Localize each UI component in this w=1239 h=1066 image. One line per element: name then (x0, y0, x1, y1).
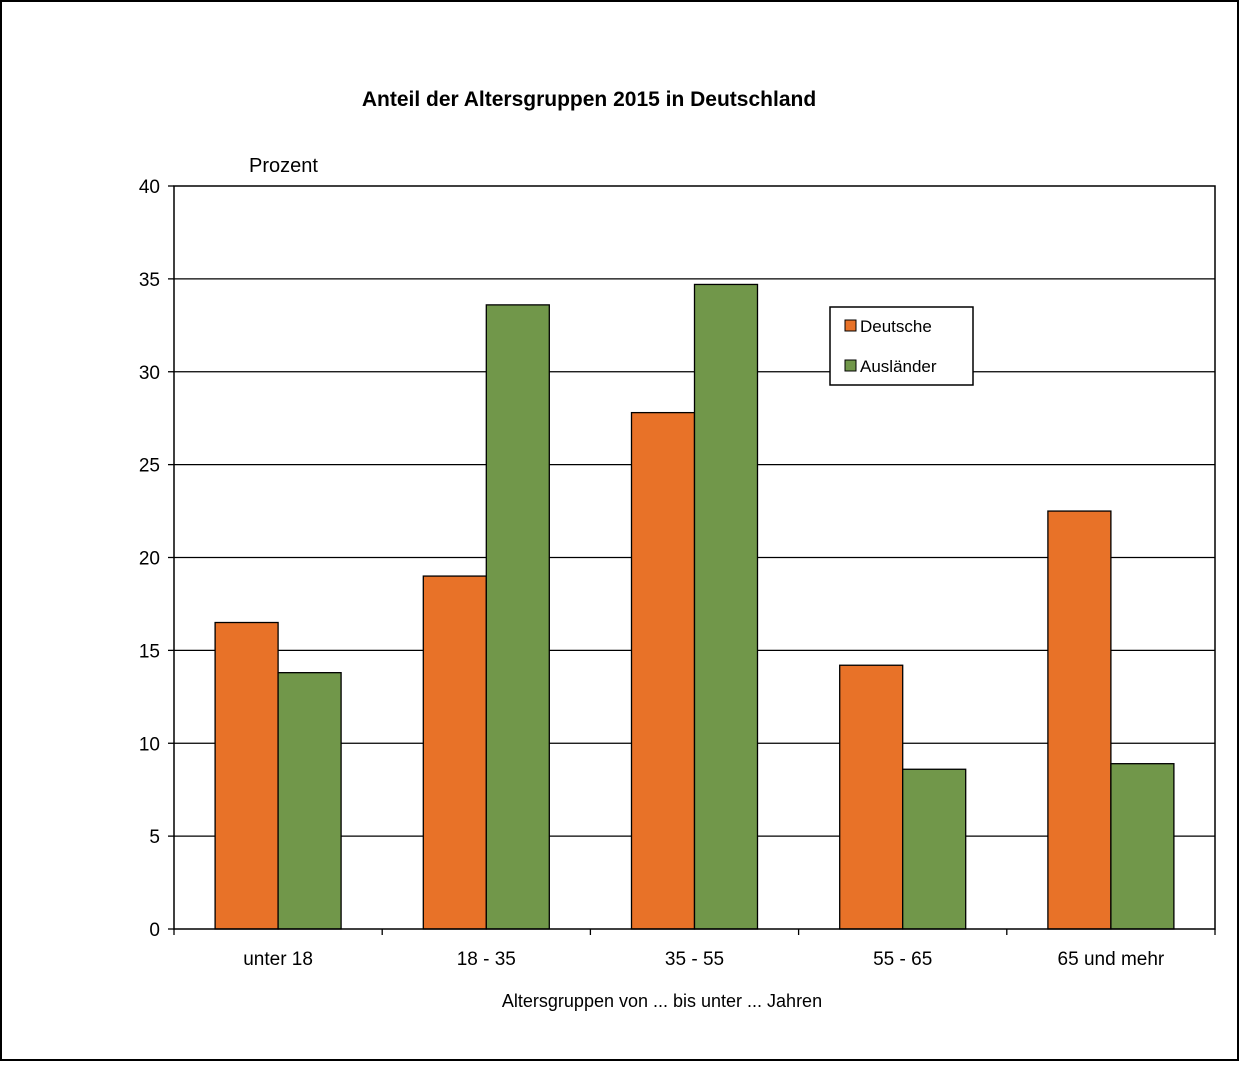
x-tick-label: 55 - 65 (873, 949, 932, 970)
y-tick-label: 40 (139, 177, 160, 198)
bar-auslnder-4 (1110, 763, 1175, 930)
legend-swatch-deutsche (844, 319, 857, 332)
y-tick-label: 5 (149, 827, 160, 848)
plot-area (173, 185, 1216, 930)
bar-deutsche-0 (214, 621, 279, 930)
x-tick-label: unter 18 (243, 949, 313, 970)
y-axis-label: Prozent (249, 155, 318, 177)
bar-deutsche-1 (422, 575, 487, 930)
legend-label-deutsche: Deutsche (860, 317, 932, 336)
legend-label-auslaender: Ausländer (860, 357, 937, 376)
y-tick-label: 0 (149, 920, 160, 941)
x-axis-label: Altersgruppen von ... bis unter ... Jahr… (502, 991, 822, 1011)
bar-auslnder-0 (277, 672, 342, 930)
y-tick-label: 25 (139, 456, 160, 477)
y-tick-label: 15 (139, 641, 160, 662)
x-tick-labels: unter 18 18 - 35 35 - 55 55 - 65 65 und mehr (243, 949, 1165, 970)
x-tick-label: 35 - 55 (665, 949, 724, 970)
bar-deutsche-4 (1047, 510, 1112, 930)
legend: Deutsche Ausländer (829, 306, 974, 386)
bar-auslnder-3 (902, 768, 967, 930)
bar-auslnder-2 (693, 283, 759, 930)
y-tick-labels: 0 5 10 15 20 25 30 35 40 (139, 177, 160, 941)
x-tick-label: 18 - 35 (457, 949, 516, 970)
chart-title: Anteil der Altersgruppen 2015 in Deutsch… (362, 88, 816, 111)
y-tick-label: 30 (139, 363, 160, 384)
legend-swatch-auslaender (844, 359, 857, 372)
axes (168, 185, 1216, 935)
bar-auslnder-1 (485, 304, 550, 930)
y-tick-label: 10 (139, 734, 160, 755)
y-tick-label: 35 (139, 270, 160, 291)
bars (214, 283, 1175, 930)
y-tick-label: 20 (139, 549, 160, 570)
bar-deutsche-2 (630, 411, 696, 930)
bar-deutsche-3 (839, 664, 904, 930)
x-tick-label: 65 und mehr (1058, 949, 1165, 970)
